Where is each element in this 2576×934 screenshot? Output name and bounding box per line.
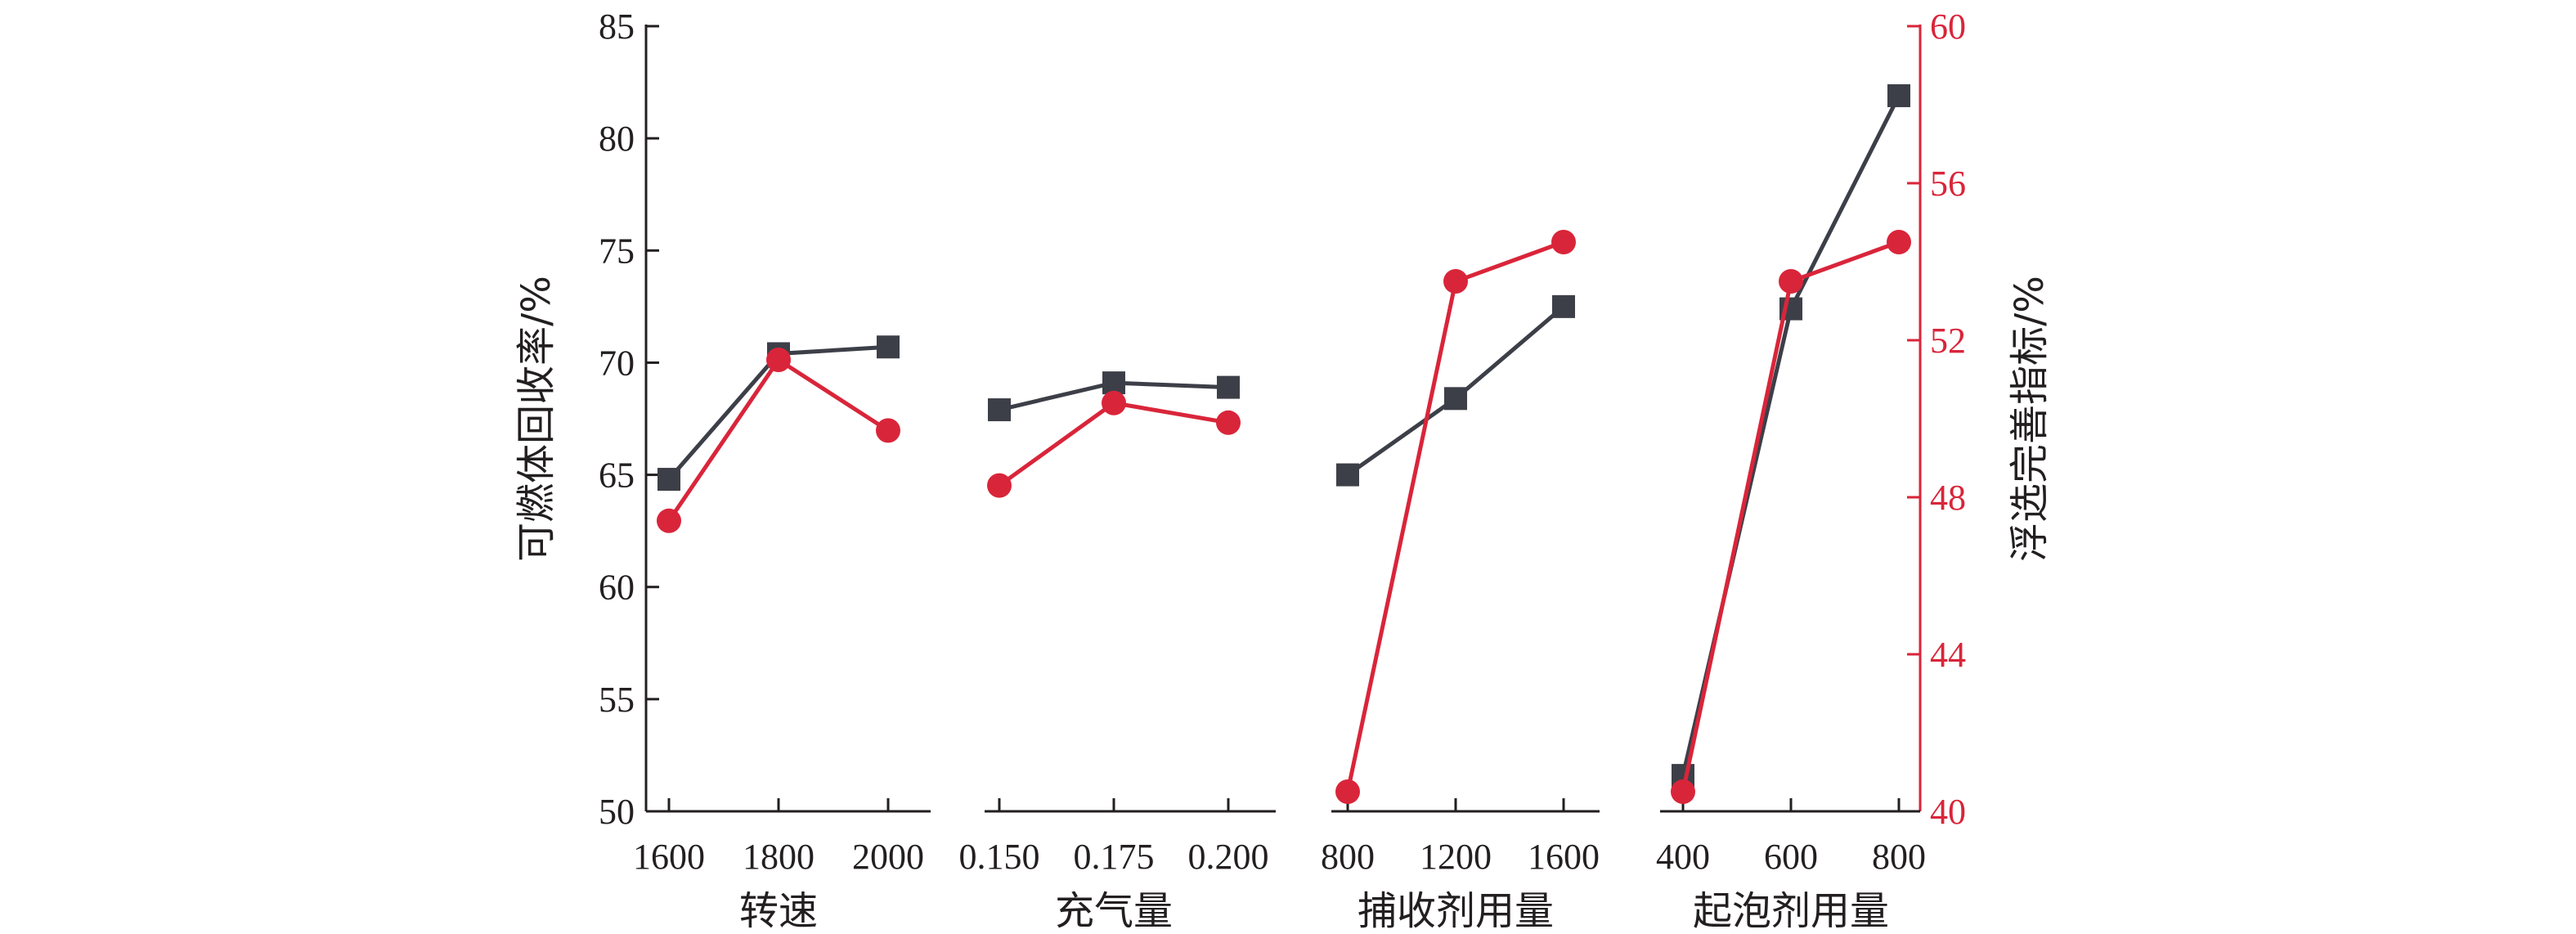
x-tick-label: 2000 <box>852 837 924 877</box>
flotation-index-point <box>1887 230 1911 254</box>
flotation-index-point <box>1335 779 1360 804</box>
right-axis-tick-label: 44 <box>1930 635 1966 675</box>
recovery-point <box>877 335 900 359</box>
x-axis-label: 捕收剂用量 <box>1358 888 1554 934</box>
recovery-point <box>988 398 1011 422</box>
x-tick-label: 0.175 <box>1074 837 1155 877</box>
x-tick-label: 800 <box>1872 837 1926 877</box>
flotation-index-point <box>1216 410 1241 435</box>
flotation-index-series-line <box>998 401 1229 487</box>
left-axis-tick-label: 50 <box>599 792 635 832</box>
flotation-index-point <box>1443 269 1468 294</box>
x-tick-label: 800 <box>1321 837 1375 877</box>
left-axis-tick-label: 80 <box>599 119 635 159</box>
left-axis-tick-label: 75 <box>599 231 635 271</box>
flotation-index-series-line <box>1681 240 1900 793</box>
right-axis-tick-label: 60 <box>1930 7 1966 47</box>
x-tick-label: 1600 <box>1528 837 1600 877</box>
recovery-point <box>657 468 680 492</box>
x-axis-label: 起泡剂用量 <box>1693 888 1889 934</box>
x-tick-label: 1200 <box>1420 837 1492 877</box>
x-tick-label: 0.150 <box>959 837 1040 877</box>
left-axis-tick-label: 65 <box>599 456 635 496</box>
left-axis-tick-label: 55 <box>599 680 635 720</box>
x-axis-label: 转速 <box>739 888 818 934</box>
flotation-index-point <box>987 473 1012 498</box>
left-axis-tick-label: 60 <box>599 568 635 608</box>
flotation-index-point <box>1671 779 1695 804</box>
flotation-index-point <box>1551 230 1576 254</box>
left-axis-tick-label: 85 <box>599 7 635 47</box>
x-tick-label: 1800 <box>743 837 815 877</box>
right-axis-tick-label: 48 <box>1930 478 1966 518</box>
flotation-index-point <box>1779 269 1803 294</box>
recovery-point <box>1217 375 1240 399</box>
x-tick-label: 1600 <box>633 837 705 877</box>
recovery-point <box>1102 371 1125 395</box>
recovery-point <box>1552 294 1575 318</box>
flotation-index-point <box>876 418 900 443</box>
left-axis-label: 可燃体回收率/% <box>514 276 559 562</box>
flotation-index-point <box>766 348 791 372</box>
flotation-index-point <box>657 508 681 533</box>
flotation-index-series-line <box>1345 240 1564 793</box>
x-tick-label: 0.200 <box>1188 837 1269 877</box>
x-axis-label: 充气量 <box>1055 888 1173 934</box>
recovery-point <box>1887 84 1910 108</box>
right-axis-tick-label: 52 <box>1930 321 1966 361</box>
right-axis-label: 浮选完善指标/% <box>2007 276 2053 562</box>
recovery-series-line <box>1681 94 1901 776</box>
x-tick-label: 600 <box>1764 837 1818 877</box>
recovery-point <box>1336 463 1359 487</box>
flotation-index-point <box>1102 390 1126 415</box>
right-axis-tick-label: 40 <box>1930 792 1966 832</box>
right-axis-tick-label: 56 <box>1930 164 1966 204</box>
recovery-point <box>1444 387 1467 411</box>
left-axis-tick-label: 70 <box>599 343 635 383</box>
x-tick-label: 400 <box>1656 837 1710 877</box>
